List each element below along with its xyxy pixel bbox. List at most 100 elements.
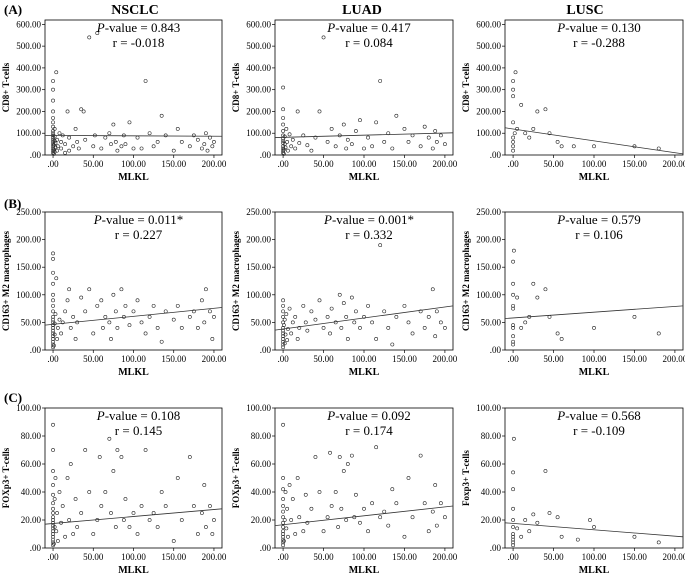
chart-b1-data-point — [123, 303, 128, 308]
chart-a3-y-tick-label: 300.00 — [476, 85, 501, 95]
chart-c1-data-point — [51, 483, 55, 487]
chart-c3-data-point — [511, 525, 515, 529]
chart-a1-data-point — [113, 140, 118, 144]
chart-b1-data-point — [115, 326, 120, 330]
chart-c1-data-point — [68, 462, 73, 466]
chart-b2-data-point — [345, 337, 350, 341]
chart-c1-data-point — [155, 525, 160, 529]
chart-c2-p-value-text: -value = 0.092 — [335, 408, 411, 423]
chart-b3-data-point — [511, 339, 515, 344]
chart-c1-x-tick-label: 200.00 — [202, 552, 227, 562]
chart-c1-r-value: r = 0.145 — [115, 423, 162, 438]
chart-a2-y-axis-label: CD8+ T-cells — [231, 62, 241, 112]
chart-c2-data-point — [366, 529, 370, 534]
chart-b1-data-point — [52, 332, 57, 337]
chart-c1-data-point — [71, 532, 76, 536]
chart-b1-data-point — [187, 314, 192, 319]
chart-b1-y-tick-label: 250.00 — [16, 207, 41, 217]
chart-c1-data-point — [51, 534, 55, 539]
chart-b2-data-point — [287, 306, 292, 311]
chart-b2-data-point — [337, 292, 342, 297]
chart-c1-data-point — [87, 490, 92, 494]
chart-b2-data-point — [362, 314, 366, 319]
chart-c2-data-point — [325, 515, 330, 520]
chart-a1-data-point — [52, 138, 57, 143]
chart-c3-y-tick-label: 100.00 — [476, 403, 501, 413]
chart-b1-data-point — [51, 251, 55, 256]
chart-a1-x-tick-label: 200.00 — [202, 159, 227, 169]
chart-a1-y-tick-label: 200.00 — [16, 106, 41, 116]
chart-a3-y-tick-label: 600.00 — [476, 19, 501, 29]
chart-b1-data-point — [175, 303, 180, 308]
chart-b1-p-value-text: -value = 0.011* — [102, 212, 184, 227]
chart-a1-data-point — [199, 146, 204, 151]
chart-c3-p-value-text: -value = 0.568 — [565, 408, 641, 423]
chart-c3-data-point — [543, 469, 548, 473]
chart-b1-y-tick-label: 200.00 — [16, 235, 41, 245]
chart-c1-data-point — [51, 541, 56, 546]
chart-a3-data-point — [543, 107, 548, 112]
chart-a1-data-point — [127, 120, 132, 125]
chart-c3-x-tick-label: 100.00 — [582, 552, 607, 562]
chart-a2-data-point — [284, 126, 289, 131]
chart-b2-data-point — [281, 303, 285, 308]
chart-a1-p-value-text: -value = 0.843 — [105, 20, 181, 35]
chart-b2-data-point — [317, 298, 322, 303]
chart-b2-data-point — [325, 314, 330, 319]
chart-c2-data-point — [354, 492, 358, 497]
chart-c3-data-point — [512, 436, 516, 441]
chart-a1-data-point — [51, 124, 55, 129]
chart-b1-data-point — [79, 295, 84, 300]
chart-a3-data-point — [511, 120, 515, 125]
chart-b1-data-point — [204, 287, 208, 292]
chart-a2-r-value: r = 0.084 — [345, 35, 393, 50]
chart-b2-data-point — [386, 326, 391, 330]
chart-c1-data-point — [147, 518, 152, 522]
chart-a3-data-point — [511, 144, 515, 149]
chart-c2-data-point — [402, 534, 407, 539]
chart-c2-data-point — [433, 483, 438, 487]
chart-c2-data-point — [317, 490, 322, 494]
chart-a1-data-point — [51, 79, 55, 83]
chart-b2-x-tick-label: .00 — [277, 354, 289, 364]
chart-a3-data-point — [511, 135, 515, 140]
chart-a2-data-point — [313, 135, 318, 140]
chart-a2-data-point — [378, 79, 383, 83]
chart-c3-x-axis-label: MLKL — [579, 565, 610, 576]
chart-c1-data-point — [208, 504, 212, 508]
chart-b3-x-tick-label: 100.00 — [582, 354, 607, 364]
chart-a2-data-point — [290, 137, 295, 142]
chart-a1-data-point — [159, 113, 164, 118]
chart-a2: .00 100.00 200.00 300.00 400.00 500.00 600.00.… — [231, 19, 458, 183]
chart-a3-data-point — [511, 94, 515, 99]
chart-b1-data-point — [191, 309, 196, 314]
chart-a3-x-axis-label: MLKL — [579, 172, 610, 183]
chart-a1-data-point — [51, 120, 55, 125]
chart-a2-y-tick-label: .00 — [260, 150, 272, 160]
chart-b3-data-point — [511, 306, 515, 311]
chart-c1-data-point — [139, 504, 144, 508]
chart-b2-data-point — [438, 320, 443, 325]
chart-b1-data-point — [54, 276, 59, 281]
chart-a2-data-point — [443, 142, 447, 147]
chart-b3-data-point — [555, 331, 560, 336]
chart-a2-data-point — [345, 137, 350, 142]
chart-a1-data-point — [131, 146, 136, 151]
chart-a2-data-point — [366, 135, 370, 140]
chart-b3-data-point — [511, 323, 515, 328]
chart-c1-data-point — [53, 476, 58, 480]
chart-a3-data-point — [592, 144, 596, 149]
chart-b1-data-point — [208, 309, 212, 314]
chart-a1-data-point — [54, 70, 59, 75]
chart-c2-data-point — [344, 518, 349, 522]
chart-c2-x-tick-label: .00 — [277, 552, 289, 562]
chart-c2-data-point — [394, 501, 399, 506]
chart-a1-data-point — [63, 142, 68, 147]
chart-c3-p-symbol: P — [556, 408, 565, 423]
chart-c2-p-value: P-value = 0.092 — [326, 408, 411, 423]
row-label-b: (B) — [4, 196, 21, 211]
chart-b1-data-point — [71, 314, 76, 319]
chart-c3-x-tick-label: 50.00 — [543, 552, 564, 562]
chart-a2-y-tick-label: 300.00 — [246, 85, 271, 95]
chart-a2-data-point — [283, 145, 288, 150]
